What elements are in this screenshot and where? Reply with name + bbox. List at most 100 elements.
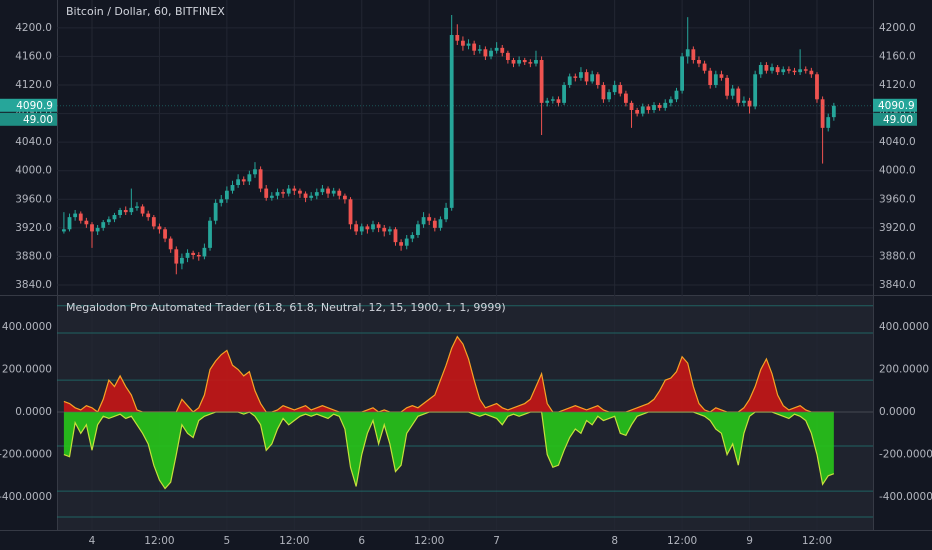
candle-body: [135, 206, 139, 208]
chart-title: Bitcoin / Dollar, 60, BITFINEX: [66, 5, 225, 18]
candle-body: [337, 190, 342, 196]
x-tick-label: 12:00: [667, 535, 697, 547]
candle-body: [62, 229, 66, 232]
candle-body: [691, 49, 696, 60]
candle-body: [635, 110, 640, 114]
candle-body: [719, 74, 724, 78]
candle-body: [343, 195, 347, 200]
candle-body: [168, 238, 173, 250]
candle-body: [247, 174, 252, 182]
candle-body: [758, 65, 763, 75]
candle-body: [646, 106, 651, 110]
candle-body: [674, 90, 679, 100]
candle-body: [747, 100, 752, 107]
candle-body: [275, 192, 280, 196]
candle-body: [163, 229, 167, 239]
candle-body: [545, 100, 550, 103]
candle-body: [562, 85, 566, 103]
y-tick-label-left: 4120.0: [15, 79, 52, 91]
candle-body: [118, 210, 122, 215]
candle-body: [556, 99, 561, 103]
candle-body: [421, 217, 426, 225]
candle-body: [708, 70, 713, 85]
candle-body: [236, 179, 241, 185]
y-tick-label-right: 4160.0: [879, 50, 916, 62]
candle-body: [241, 179, 246, 182]
candle-body: [590, 74, 595, 82]
x-tick-label: 5: [224, 535, 231, 547]
candle-body: [826, 117, 831, 128]
candle-body: [511, 60, 516, 64]
candle-body: [264, 188, 269, 198]
candle-body: [595, 74, 600, 85]
y-tick-label-left: 3840.0: [15, 279, 52, 291]
candle-body: [528, 62, 533, 64]
candle-body: [410, 235, 415, 239]
candle-body: [365, 226, 370, 230]
candle-body: [320, 188, 325, 193]
y-tick-label-right: 3840.0: [879, 279, 916, 291]
indicator-value-box: [0, 112, 57, 126]
candle-body: [713, 74, 718, 85]
candle-body: [354, 224, 359, 232]
candle-body: [180, 257, 184, 264]
x-tick-label: 12:00: [414, 535, 444, 547]
candle-body: [269, 195, 274, 198]
candle-body: [657, 105, 662, 108]
candle-body: [697, 60, 701, 64]
candle-body: [151, 217, 156, 227]
candle-body: [371, 224, 375, 230]
candle-body: [78, 213, 83, 221]
candle-body: [455, 35, 460, 41]
last-price-label: 4090.9: [878, 100, 915, 112]
y-tick-label-right: 4000.0: [879, 165, 916, 177]
candle-body: [550, 99, 555, 101]
candle-body: [786, 69, 791, 71]
candle-body: [90, 224, 94, 232]
candle-body: [685, 49, 690, 57]
candle-body: [472, 43, 477, 51]
y-tick-label-left: 0.0000: [15, 406, 52, 418]
candle-body: [477, 49, 482, 51]
candle-body: [702, 63, 707, 71]
y-tick-label-right: 4040.0: [879, 136, 916, 148]
candle-body: [281, 192, 285, 194]
candle-body: [123, 210, 128, 213]
y-tick-label-right: 4120.0: [879, 79, 916, 91]
y-tick-label-left: -400.0000: [0, 491, 52, 503]
x-tick-label: 9: [746, 535, 753, 547]
candle-body: [376, 224, 381, 228]
candle-body: [146, 213, 151, 218]
candle-body: [815, 74, 819, 100]
candle-body: [584, 72, 589, 82]
candle-body: [831, 105, 836, 118]
y-tick-label-left: 200.0000: [2, 364, 52, 376]
y-tick-label-left: 400.0000: [2, 321, 52, 333]
candle-body: [534, 60, 538, 64]
candle-body: [230, 185, 235, 191]
candle-body: [174, 249, 179, 264]
candle-body: [208, 220, 212, 248]
y-tick-label-right: 4200.0: [879, 22, 916, 34]
candle-body: [191, 252, 196, 255]
candle-body: [505, 52, 510, 60]
candle-body: [359, 226, 364, 232]
indicator-title: Megalodon Pro Automated Trader (61.8, 61…: [66, 301, 506, 314]
labels: 4 12:00 5 12:00 6 12:00 7 8 12:00 9 12:00 3840.0 384…: [0, 22, 932, 547]
candle-body: [461, 40, 465, 46]
candle-body: [618, 85, 623, 94]
candle-body: [213, 202, 218, 221]
candle-body: [601, 85, 606, 100]
x-tick-label: 4: [89, 535, 96, 547]
candle-body: [809, 70, 814, 75]
candle-body: [494, 47, 499, 51]
y-tick-label-right: 200.0000: [879, 364, 929, 376]
candle-body: [219, 199, 224, 203]
candle-body: [253, 169, 257, 175]
candle-body: [202, 247, 207, 257]
oscillator-line: [63, 335, 834, 413]
candle-body: [427, 217, 432, 221]
candle-body: [196, 255, 201, 257]
last-price-box: [0, 98, 57, 112]
